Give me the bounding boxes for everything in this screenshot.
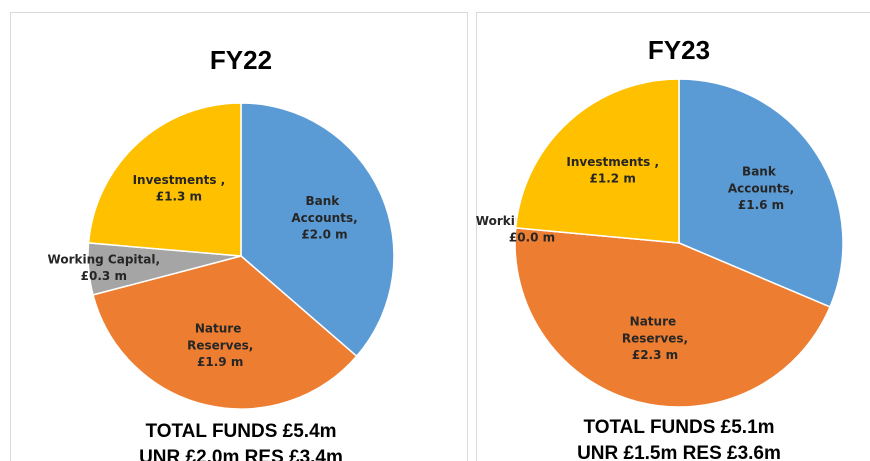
slice-value-label: £0.0 m <box>509 230 555 244</box>
pie-slice <box>87 102 242 257</box>
slice-value-label: £1.2 m <box>590 171 636 185</box>
chart-title: FY23 <box>648 35 710 65</box>
slice-label: Nature Reserves, <box>187 321 253 352</box>
annotation: TOTAL FUNDS £5.4m <box>145 421 336 442</box>
pie-slice <box>514 227 832 408</box>
pie-slice <box>514 78 680 244</box>
annotation: UNR £1.5m RES £3.6m <box>577 443 781 461</box>
annotation: UNR £2.0m RES £3.4m <box>139 447 343 461</box>
chart-title: FY22 <box>210 45 272 75</box>
slice-label: Nature Reserves, <box>622 314 688 345</box>
slice-value-label: £1.9 m <box>197 355 243 369</box>
slice-value-label: £1.6 m <box>738 198 784 212</box>
pie-slice <box>240 102 395 358</box>
slice-value-label: £0.3 m <box>81 269 127 283</box>
slice-label: Working Capital, <box>48 252 161 266</box>
slice-value-label: £2.3 m <box>632 348 678 362</box>
slice-label: Investments , <box>133 172 226 186</box>
pie-slice <box>92 255 358 410</box>
slice-value-label: £2.0 m <box>301 227 347 241</box>
pie-slice <box>678 78 844 308</box>
slice-label: Bank Accounts, <box>291 193 357 224</box>
slice-label: Investments , <box>566 154 659 168</box>
slice-label: Bank Accounts, <box>728 164 794 195</box>
annotation: TOTAL FUNDS £5.1m <box>583 417 774 438</box>
slice-value-label: £1.3 m <box>156 189 202 203</box>
